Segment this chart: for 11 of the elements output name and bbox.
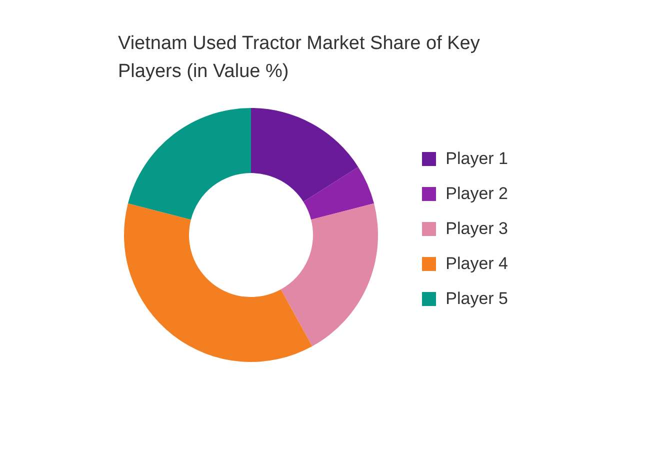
donut-slice	[303, 166, 374, 220]
legend-label: Player 5	[446, 288, 508, 308]
legend-label: Player 4	[446, 254, 508, 272]
legend-label: Player 1	[446, 148, 508, 168]
chart-title: Vietnam Used Tractor Market Share of Key Players (in Value %)	[118, 32, 481, 84]
donut-slice	[124, 203, 312, 362]
legend-label: Player 2	[446, 184, 508, 202]
donut-slice	[280, 203, 378, 346]
legend-label: Player 3	[446, 218, 508, 238]
donut-slice	[128, 108, 251, 220]
donut-slice	[251, 108, 358, 202]
